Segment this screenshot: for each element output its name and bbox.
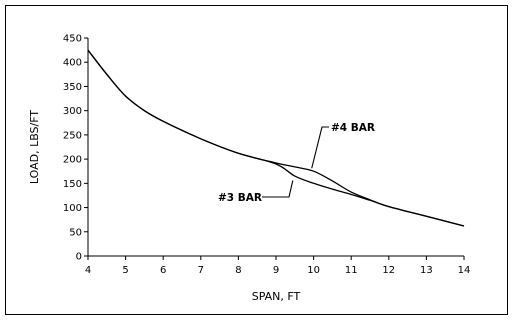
- x-tick-label: 7: [198, 265, 204, 276]
- x-axis-title: SPAN, FT: [252, 290, 301, 303]
- x-tick-label: 5: [122, 265, 128, 276]
- y-tick-label: 0: [76, 252, 82, 263]
- y-axis-title: LOAD, LBS/FT: [28, 110, 41, 184]
- annotation-leader-3-bar: [262, 180, 294, 198]
- outer-frame: [5, 5, 508, 315]
- x-tick-label: 13: [420, 265, 433, 276]
- x-tick-label: 6: [160, 265, 166, 276]
- series-layer: [87, 49, 465, 227]
- x-tick-label: 4: [85, 265, 91, 276]
- annotation-label-4-bar: #4 BAR: [331, 122, 375, 134]
- y-tick-label: 400: [63, 58, 82, 69]
- y-tick-label: 200: [63, 155, 82, 166]
- x-tick-label: 14: [458, 265, 471, 276]
- y-tick-label: 50: [69, 227, 82, 238]
- y-tick-label: 450: [63, 34, 82, 45]
- axes: 4 5 6 7 8 9 10 11 12 13 14 0 50 100 150 200 250 300 350 400…: [63, 34, 470, 277]
- x-tick-label: 10: [307, 265, 320, 276]
- annotation-label-3-bar: #3 BAR: [218, 192, 262, 204]
- y-tick-label: 350: [63, 82, 82, 93]
- x-tick-label: 11: [345, 265, 358, 276]
- y-tick-label: 300: [63, 106, 82, 117]
- y-tick-label: 100: [63, 203, 82, 214]
- x-tick-label: 12: [382, 265, 395, 276]
- annotation-layer: #4 BAR #3 BAR: [218, 122, 375, 204]
- y-tick-label: 250: [63, 130, 82, 141]
- series-line-4-bar: [87, 49, 465, 227]
- y-tick-label: 150: [63, 179, 82, 190]
- annotation-leader-4-bar: [311, 126, 329, 169]
- x-tick-label: 9: [273, 265, 279, 276]
- x-tick-label: 8: [235, 265, 241, 276]
